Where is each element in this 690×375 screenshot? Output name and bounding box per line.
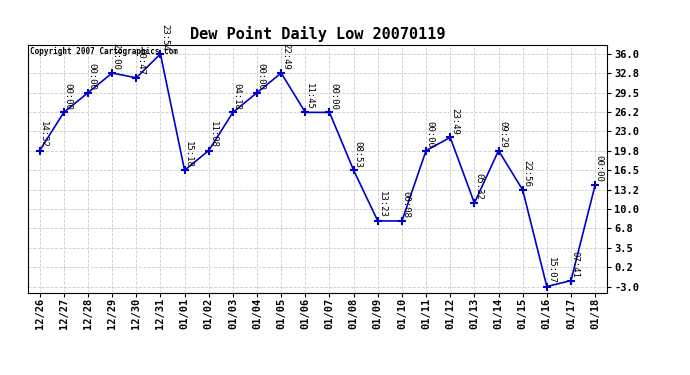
Text: 11:45: 11:45 <box>305 83 314 110</box>
Text: 07:41: 07:41 <box>571 251 580 278</box>
Text: 00:00: 00:00 <box>63 83 72 110</box>
Text: 23:00: 23:00 <box>112 44 121 70</box>
Text: 23:54: 23:54 <box>160 24 169 51</box>
Text: Copyright 2007 Cartographics.com: Copyright 2007 Cartographics.com <box>30 48 179 57</box>
Text: 11:08: 11:08 <box>208 121 217 148</box>
Text: 04:18: 04:18 <box>233 83 241 110</box>
Text: 00:08: 00:08 <box>402 191 411 218</box>
Text: 05:32: 05:32 <box>474 173 483 200</box>
Text: 00:00: 00:00 <box>88 63 97 90</box>
Text: 00:00: 00:00 <box>595 156 604 182</box>
Text: 14:32: 14:32 <box>39 121 48 148</box>
Text: 08:53: 08:53 <box>353 141 362 168</box>
Text: 00:00: 00:00 <box>426 121 435 148</box>
Text: 00:00: 00:00 <box>329 83 338 110</box>
Text: 00:00: 00:00 <box>257 63 266 90</box>
Text: 00:47: 00:47 <box>136 48 145 75</box>
Text: 22:56: 22:56 <box>522 160 531 187</box>
Title: Dew Point Daily Low 20070119: Dew Point Daily Low 20070119 <box>190 27 445 42</box>
Text: 23:49: 23:49 <box>450 108 459 135</box>
Text: 13:23: 13:23 <box>377 191 386 218</box>
Text: 15:07: 15:07 <box>546 257 555 284</box>
Text: 22:49: 22:49 <box>281 44 290 70</box>
Text: 15:18: 15:18 <box>184 141 193 168</box>
Text: 09:29: 09:29 <box>498 121 507 148</box>
